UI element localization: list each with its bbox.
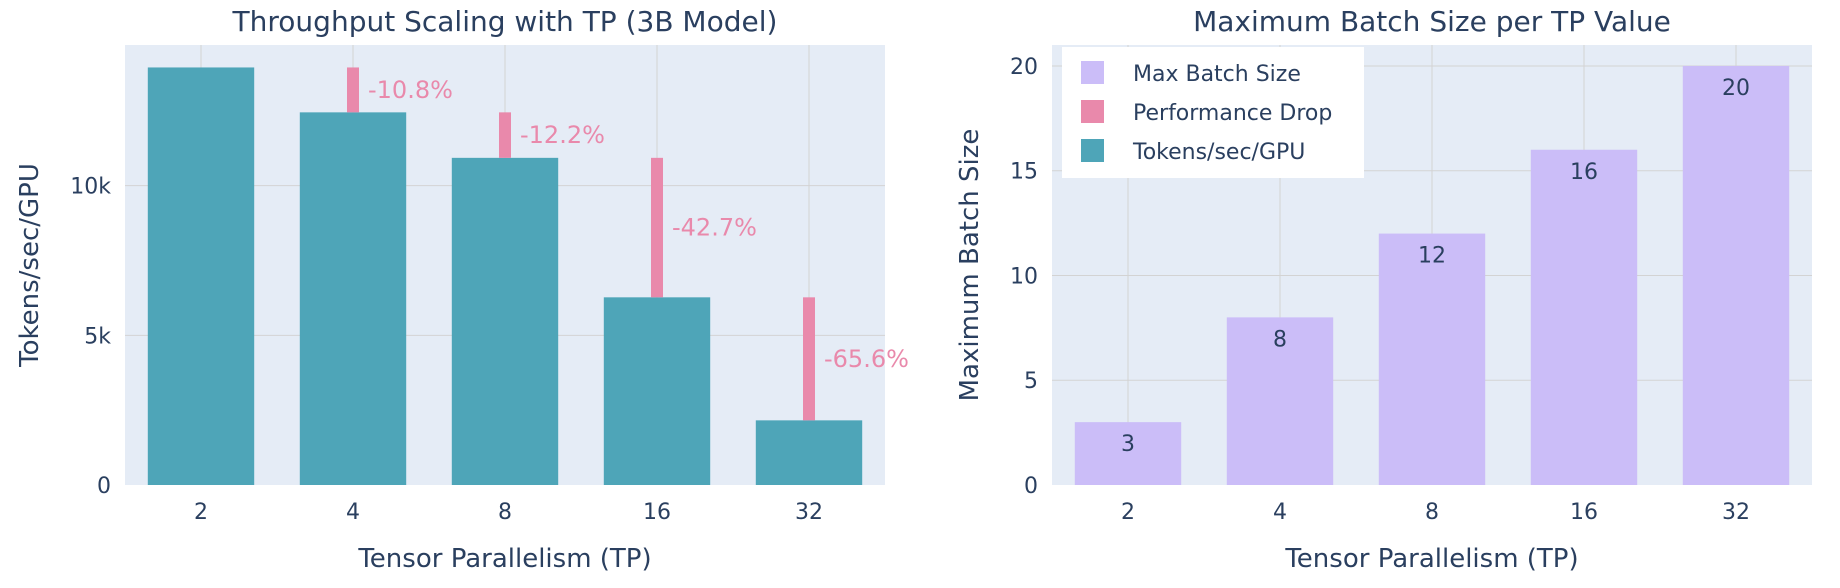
y-tick-label: 0 [1024,474,1038,499]
bar-value-label: 8 [1273,327,1287,352]
performance-drop-bar-16 [651,157,663,298]
y-tick-label: 5 [1024,369,1038,394]
bars-batch-size: 3 8 12 16 20 [1074,65,1790,485]
legend-swatch-tokens-sec-gpu [1081,139,1104,162]
x-tick-label: 32 [795,500,823,525]
legend-swatch-max-batch-size [1081,61,1104,84]
bar-2 [1074,422,1182,485]
y-tick-label: 5k [84,324,111,349]
performance-drop-bar-4 [347,67,359,113]
y-axis-title-batch-size: Maximum Batch Size [955,129,985,402]
bar-value-label: 3 [1121,432,1135,457]
y-ticks-batch-size: 0 5 10 15 20 [1010,55,1038,499]
bar-4 [1226,317,1334,485]
x-ticks-batch-size: 2 4 8 16 32 [1121,500,1750,525]
performance-drop-label: -42.7% [672,214,757,242]
x-tick-label: 4 [346,500,360,525]
y-tick-label: 15 [1010,160,1038,185]
legend-label-performance-drop: Performance Drop [1133,101,1332,126]
y-tick-label: 20 [1010,55,1038,80]
bar-32 [1682,65,1790,485]
bar-value-label: 12 [1418,244,1446,269]
performance-drop-bar-8 [499,112,511,158]
bars-throughput [147,67,863,486]
legend-swatch-performance-drop [1081,100,1104,123]
x-axis-title-throughput: Tensor Parallelism (TP) [357,544,651,574]
x-axis-title-batch-size: Tensor Parallelism (TP) [1284,544,1578,574]
x-tick-label: 16 [643,500,671,525]
legend-box [1062,47,1364,178]
y-tick-label: 10 [1010,264,1038,289]
legend: Max Batch Size Performance Drop Tokens/s… [1062,47,1364,178]
bar-value-label: 20 [1722,76,1750,101]
bar-16 [603,297,711,485]
performance-drop-label: -65.6% [824,345,909,373]
performance-drop-label: -12.2% [520,121,605,149]
bar-2 [147,67,255,486]
drops-throughput: -10.8% -12.2% -42.7% -65.6% [347,67,909,421]
y-ticks-throughput: 0 5k 10k [70,175,111,499]
x-tick-label: 4 [1273,500,1287,525]
x-tick-label: 32 [1722,500,1750,525]
bar-4 [299,112,407,486]
performance-drop-bar-32 [803,297,815,421]
y-axis-title-throughput: Tokens/sec/GPU [15,163,45,368]
bar-16 [1530,149,1638,485]
bar-value-label: 16 [1570,160,1598,185]
legend-label-max-batch-size: Max Batch Size [1133,62,1301,87]
bar-8 [1378,233,1486,485]
y-tick-label: 0 [97,474,111,499]
chart-title-throughput: Throughput Scaling with TP (3B Model) [232,5,778,38]
x-tick-label: 8 [498,500,512,525]
bar-32 [755,420,863,485]
y-tick-label: 10k [70,175,111,200]
x-tick-label: 16 [1570,500,1598,525]
x-tick-label: 2 [1121,500,1135,525]
x-ticks-throughput: 2 4 8 16 32 [194,500,823,525]
chart-batch-size: 3 8 12 16 20 0 5 10 15 20 2 4 8 16 32 Maximum Batch … [955,5,1812,574]
chart-title-batch-size: Maximum Batch Size per TP Value [1193,5,1671,38]
bar-8 [451,157,559,485]
x-tick-label: 8 [1425,500,1439,525]
legend-label-tokens-sec-gpu: Tokens/sec/GPU [1132,140,1305,165]
performance-drop-label: -10.8% [368,76,453,104]
x-tick-label: 2 [194,500,208,525]
